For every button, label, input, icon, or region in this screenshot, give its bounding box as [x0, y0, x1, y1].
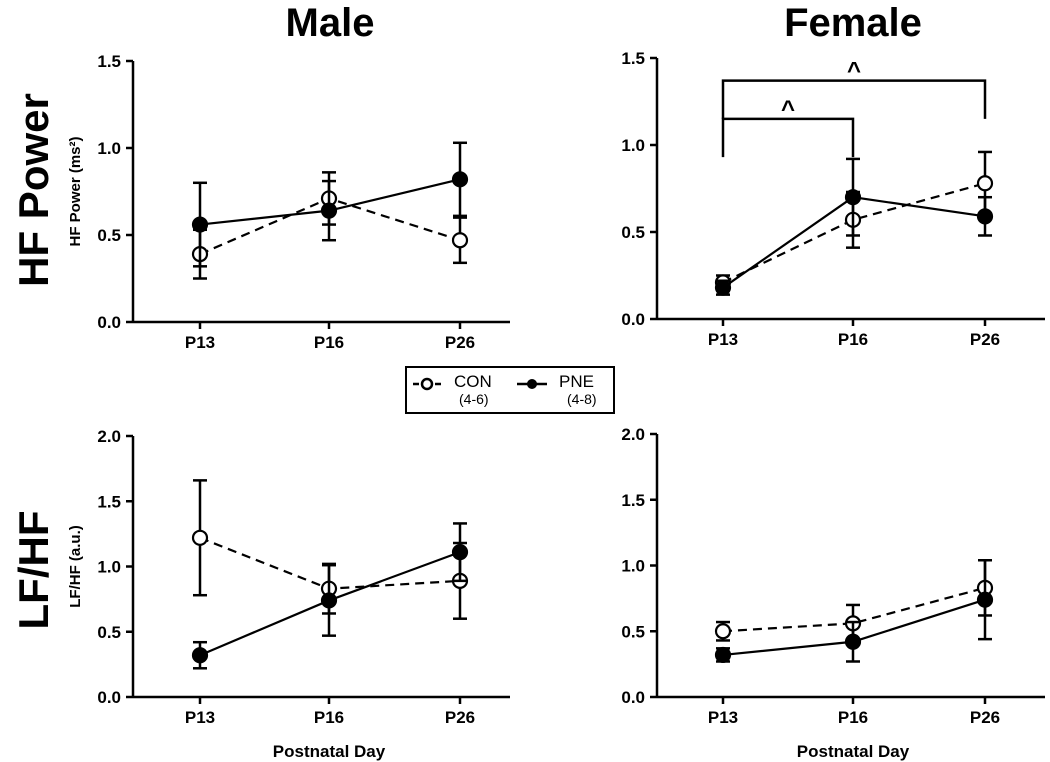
panel4-con-point: [714, 623, 732, 640]
panel2-significance-marker: ^: [781, 96, 795, 123]
panel3-y-tick-label: 0.5: [97, 623, 121, 642]
panel2-pne-point: [844, 189, 862, 206]
panel2-x-tick-label: P16: [838, 330, 868, 349]
panel1-pne-point: [451, 171, 469, 188]
panel1-pne-point: [191, 216, 209, 233]
panel1-y-tick-label: 0.0: [97, 313, 121, 332]
panel1-con-point: [451, 232, 469, 249]
pne-legend-marker: [527, 379, 537, 389]
panel2-y-tick-label: 1.0: [621, 136, 645, 155]
panel1-x-tick-label: P13: [185, 333, 215, 352]
legend-pne-n: (4-8): [567, 391, 597, 407]
panel4-x-tick-label: P16: [838, 708, 868, 727]
panel1-y-axis-label: HF Power (ms²): [67, 136, 84, 246]
panel1-x-tick-label: P26: [445, 333, 475, 352]
row-title-lf-hf: LF/HF: [10, 511, 57, 630]
column-title-female: Female: [784, 1, 922, 45]
legend: CON (4-6) PNE (4-8): [405, 366, 615, 414]
panel2-pne-point: [976, 208, 994, 225]
panel2-y-tick-label: 0.0: [621, 310, 645, 329]
legend-pne-label: PNE: [559, 372, 594, 391]
panel4-pne-point: [976, 591, 994, 608]
panel1-y-tick-label: 1.5: [97, 52, 121, 71]
panel4-y-tick-label: 1.0: [621, 557, 645, 576]
panel3-pne-point: [191, 647, 209, 664]
panel3-y-tick-label: 1.0: [97, 558, 121, 577]
panel4-y-tick-label: 0.5: [621, 622, 645, 641]
legend-con-n: (4-6): [459, 391, 489, 407]
panel4-pne-point: [714, 646, 732, 664]
panel2-x-tick-label: P26: [970, 330, 1000, 349]
panel1-pne-point: [320, 202, 338, 219]
panel2-con-point: [976, 175, 994, 192]
panel4-y-tick-label: 0.0: [621, 688, 645, 707]
panel3-x-tick-label: P16: [314, 708, 344, 727]
panel2-significance-bracket: [721, 79, 987, 119]
panel1-y-tick-label: 0.5: [97, 226, 121, 245]
con-legend-marker: [420, 377, 434, 391]
panel2-y-tick-label: 1.5: [621, 49, 645, 68]
panel2-pne-point: [714, 279, 732, 296]
panel3-y-tick-label: 1.5: [97, 492, 121, 511]
panel2-significance-bracket: [721, 117, 855, 158]
panel4-y-tick-label: 1.5: [621, 491, 645, 510]
panel2-x-tick-label: P13: [708, 330, 738, 349]
panel3-y-tick-label: 0.0: [97, 688, 121, 707]
panel1-y-tick-label: 1.0: [97, 139, 121, 158]
column-title-male: Male: [286, 1, 375, 45]
row-title-hf-power: HF Power: [10, 93, 57, 287]
panel2-con-line: [722, 182, 986, 284]
panel1-x-tick-label: P16: [314, 333, 344, 352]
panel4-pne-point: [844, 633, 862, 650]
panel3-y-tick-label: 2.0: [97, 427, 121, 446]
panel4-x-tick-label: P13: [708, 708, 738, 727]
panel3-y-axis-label: LF/HF (a.u.): [67, 525, 84, 608]
panel3-pne-point: [451, 544, 469, 561]
panel2-significance-marker: ^: [847, 58, 861, 85]
panel3-con-point: [191, 529, 209, 546]
legend-con-label: CON: [454, 372, 492, 391]
panel3-x-tick-label: P13: [185, 708, 215, 727]
panel3-pne-point: [320, 592, 338, 609]
panel3-x-tick-label: P26: [445, 708, 475, 727]
panel4-y-tick-label: 2.0: [621, 425, 645, 444]
panel3-x-axis-label: Postnatal Day: [273, 742, 386, 761]
panel4-x-tick-label: P26: [970, 708, 1000, 727]
legend-markers: [413, 377, 547, 391]
panel2-y-tick-label: 0.5: [621, 223, 645, 242]
panel4-x-axis-label: Postnatal Day: [797, 742, 910, 761]
